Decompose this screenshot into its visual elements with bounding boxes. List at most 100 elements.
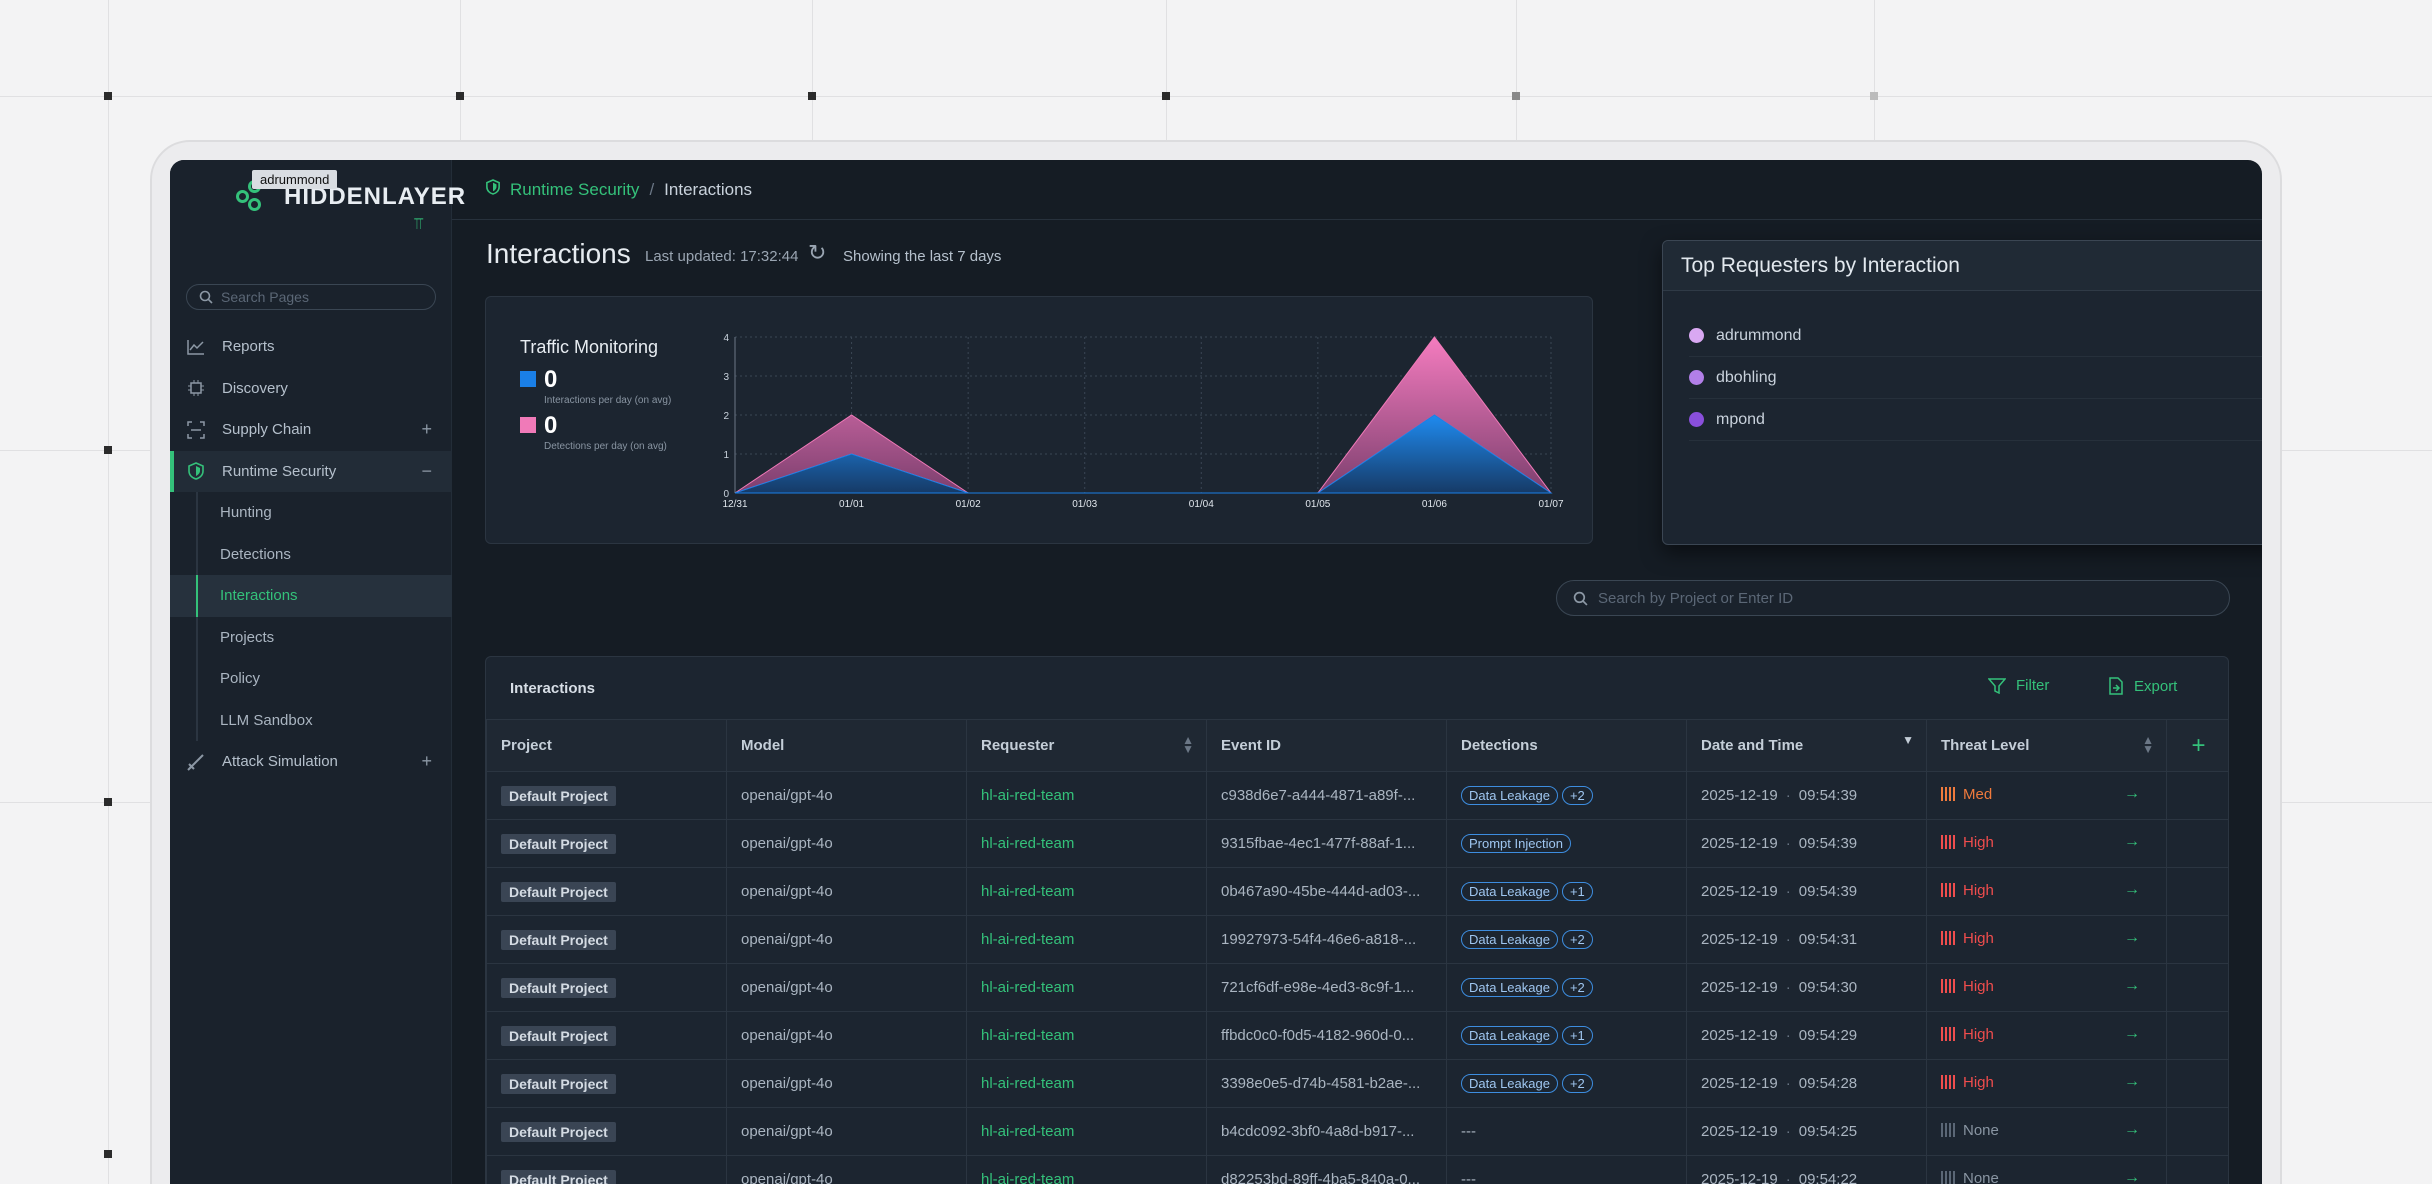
detection-extra-tag[interactable]: +2 — [1561, 978, 1593, 997]
detection-tag[interactable]: Data Leakage — [1461, 882, 1558, 901]
project-tag[interactable]: Default Project — [501, 881, 616, 902]
threat-level: High — [1941, 834, 1994, 851]
project-tag[interactable]: Default Project — [501, 977, 616, 998]
detection-tag[interactable]: Data Leakage — [1461, 978, 1558, 997]
project-tag[interactable]: Default Project — [501, 833, 616, 854]
table-row[interactable]: Default Project openai/gpt-4o hl-ai-red-te… — [486, 1059, 2228, 1108]
detection-tag[interactable]: Data Leakage — [1461, 786, 1558, 805]
open-row-arrow-icon[interactable]: → — [2124, 785, 2140, 802]
sidebar-subitem-interactions[interactable]: Interactions — [170, 575, 452, 617]
detection-tag[interactable]: Data Leakage — [1461, 1074, 1558, 1093]
open-row-arrow-icon[interactable]: → — [2124, 833, 2140, 850]
sort-icon[interactable]: ▲ ▼ — [1182, 733, 1194, 756]
requester-link[interactable]: hl-ai-red-team — [981, 1123, 1075, 1140]
collapse-icon[interactable]: − — [421, 460, 432, 481]
table-row[interactable]: Default Project openai/gpt-4o hl-ai-red-te… — [486, 963, 2228, 1012]
breadcrumb-runtime-security[interactable]: Runtime Security — [510, 179, 640, 199]
requester-link[interactable]: hl-ai-red-team — [981, 931, 1075, 948]
table-row[interactable]: Default Project openai/gpt-4o hl-ai-red-te… — [486, 819, 2228, 868]
column-header-date-time[interactable]: Date and Time ▼ — [1686, 719, 1927, 772]
export-button[interactable]: Export — [2108, 677, 2177, 695]
open-row-arrow-icon[interactable]: → — [2124, 977, 2140, 994]
column-header-project[interactable]: Project — [486, 719, 727, 772]
detection-extra-tag[interactable]: +1 — [1561, 1026, 1593, 1045]
detection-extra-tag[interactable]: +2 — [1561, 786, 1593, 805]
row-end-cell — [2166, 1011, 2228, 1060]
project-tag[interactable]: Default Project — [501, 1121, 616, 1142]
open-row-arrow-icon[interactable]: → — [2124, 1073, 2140, 1090]
table-row[interactable]: Default Project openai/gpt-4o hl-ai-red-te… — [486, 771, 2228, 820]
project-tag[interactable]: Default Project — [501, 1169, 616, 1184]
sort-icon[interactable]: ▲ ▼ — [2142, 733, 2154, 756]
project-cell: Default Project — [486, 1107, 727, 1156]
project-tag[interactable]: Default Project — [501, 785, 616, 806]
expand-icon[interactable]: + — [421, 751, 432, 772]
project-tag[interactable]: Default Project — [501, 1073, 616, 1094]
search-input[interactable]: Search by Project or Enter ID — [1556, 580, 2230, 616]
sidebar-subitem-llm-sandbox[interactable]: LLM Sandbox — [170, 699, 452, 742]
sidebar-item-reports[interactable]: Reports — [170, 326, 452, 368]
requester-link[interactable]: hl-ai-red-team — [981, 787, 1075, 804]
detection-tag[interactable]: Data Leakage — [1461, 930, 1558, 949]
search-pages-input[interactable]: Search Pages — [186, 284, 436, 310]
open-row-arrow-icon[interactable]: → — [2124, 881, 2140, 898]
sidebar-item-runtime-security[interactable]: Runtime Security − — [170, 450, 452, 492]
detection-extra-tag[interactable]: +1 — [1561, 882, 1593, 901]
sidebar-item-attack-simulation[interactable]: Attack Simulation + — [170, 741, 452, 783]
table-row[interactable]: Default Project openai/gpt-4o hl-ai-red-te… — [486, 1107, 2228, 1156]
sidebar-item-discovery[interactable]: Discovery — [170, 368, 452, 410]
table-row[interactable]: Default Project openai/gpt-4o hl-ai-red-te… — [486, 915, 2228, 964]
column-header-requester[interactable]: Requester ▲ ▼ — [966, 719, 1207, 772]
date-time-cell: 2025-12-19 · 09:54:31 — [1686, 915, 1927, 964]
detection-extra-tag[interactable]: +2 — [1561, 930, 1593, 949]
filter-button[interactable]: Filter — [1988, 677, 2049, 694]
requester-link[interactable]: hl-ai-red-team — [981, 883, 1075, 900]
table-row[interactable]: Default Project openai/gpt-4o hl-ai-red-te… — [486, 867, 2228, 916]
open-row-arrow-icon[interactable]: → — [2124, 1169, 2140, 1184]
expand-icon[interactable]: + — [421, 419, 432, 440]
table-row[interactable]: Default Project openai/gpt-4o hl-ai-red-te… — [486, 1155, 2228, 1184]
table-header-row: Project Model Requester ▲ ▼ Event ID Detec… — [486, 719, 2228, 772]
requester-link[interactable]: hl-ai-red-team — [981, 979, 1075, 996]
user-tooltip: adrummond — [252, 170, 338, 189]
open-row-arrow-icon[interactable]: → — [2124, 1121, 2140, 1138]
detections-cell: Prompt Injection — [1446, 819, 1687, 868]
open-row-arrow-icon[interactable]: → — [2124, 1025, 2140, 1042]
requester-link[interactable]: hl-ai-red-team — [981, 1171, 1075, 1184]
detection-extra-tag[interactable]: +2 — [1561, 1074, 1593, 1093]
column-header-event-id[interactable]: Event ID — [1206, 719, 1447, 772]
date-time-cell: 2025-12-19 · 09:54:39 — [1686, 819, 1927, 868]
sidebar-subitem-detections[interactable]: Detections — [170, 533, 452, 576]
list-item[interactable]: mpond 1 — [1689, 399, 2262, 441]
sidebar-subitem-projects[interactable]: Projects — [170, 616, 452, 659]
sidebar-subitem-policy[interactable]: Policy — [170, 658, 452, 700]
detection-tag[interactable]: Data Leakage — [1461, 1026, 1558, 1045]
detections-cell: Data Leakage +2 — [1446, 963, 1687, 1012]
x-tick-label: 01/07 — [1538, 499, 1563, 510]
threat-bars-icon — [1941, 1171, 1955, 1184]
sidebar-item-supply-chain[interactable]: Supply Chain + — [170, 409, 452, 451]
detections-cell: --- — [1446, 1155, 1687, 1184]
requester-link[interactable]: hl-ai-red-team — [981, 835, 1075, 852]
refresh-icon[interactable]: ↻ — [808, 240, 827, 265]
requester-link[interactable]: hl-ai-red-team — [981, 1027, 1075, 1044]
table-row[interactable]: Default Project openai/gpt-4o hl-ai-red-te… — [486, 1011, 2228, 1060]
project-tag[interactable]: Default Project — [501, 929, 616, 950]
list-item[interactable]: dbohling 1 — [1689, 357, 2262, 399]
column-header-threat-level[interactable]: Threat Level ▲ ▼ — [1926, 719, 2167, 772]
x-tick-label: 01/03 — [1072, 499, 1097, 510]
sort-desc-icon[interactable]: ▼ — [1902, 733, 1914, 747]
pin-icon[interactable]: ⫪ — [414, 216, 424, 233]
column-header-model[interactable]: Model — [726, 719, 967, 772]
detection-tag[interactable]: Prompt Injection — [1461, 834, 1571, 853]
project-tag[interactable]: Default Project — [501, 1025, 616, 1046]
list-item[interactable]: adrummond 1 — [1689, 315, 2262, 357]
column-header-detections[interactable]: Detections — [1446, 719, 1687, 772]
requester-link[interactable]: hl-ai-red-team — [981, 1075, 1075, 1092]
y-tick-label: 3 — [723, 372, 729, 383]
add-column-button[interactable]: + — [2166, 719, 2228, 772]
logo[interactable]: HIDDENLAYER — [236, 180, 466, 214]
open-row-arrow-icon[interactable]: → — [2124, 929, 2140, 946]
sidebar-subitem-hunting[interactable]: Hunting — [170, 492, 452, 534]
shield-icon — [486, 179, 500, 200]
